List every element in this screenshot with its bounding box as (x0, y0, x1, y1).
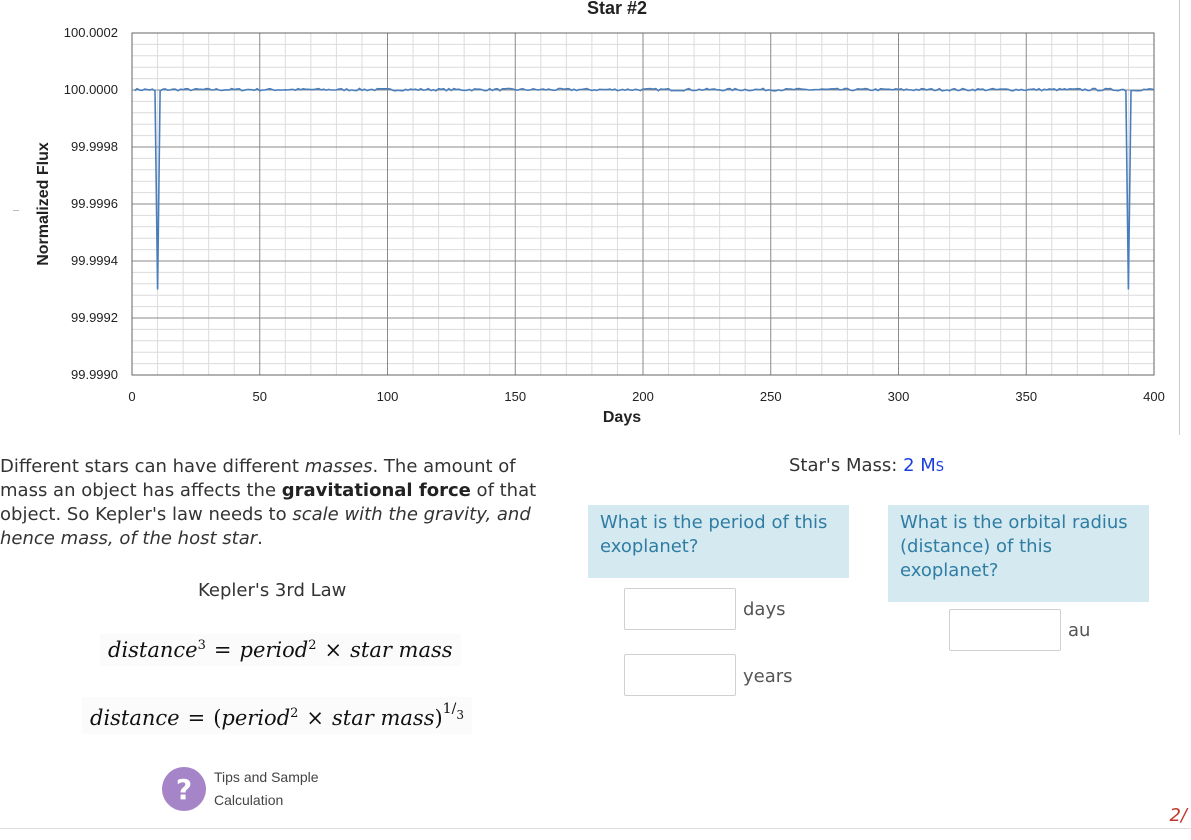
y-tick-label: 99.9992 (71, 310, 118, 325)
flux-series-line (134, 87, 1155, 290)
period-years-input[interactable] (624, 654, 736, 696)
scale-phrase: scale with the gravity, and hence mass, … (0, 504, 531, 549)
question-mark-icon[interactable]: ? (162, 767, 206, 811)
y-axis-label: Normalized Flux (35, 142, 52, 266)
plot-frame (131, 32, 1155, 376)
x-tick-label: 50 (253, 389, 267, 404)
x-tick-label: 100 (377, 389, 399, 404)
x-tick-label: 250 (760, 389, 782, 404)
x-tick-label: 150 (504, 389, 526, 404)
y-tick-label: 100.0000 (64, 82, 118, 97)
y-tick-label: 99.9998 (71, 139, 118, 154)
au-unit: au (1068, 620, 1091, 641)
x-tick-label: 300 (888, 389, 910, 404)
y-tick-label: 99.9990 (71, 367, 118, 382)
period-days-input[interactable] (624, 588, 736, 630)
masses-term: masses (304, 456, 373, 477)
radius-question: What is the orbital radius (distance) of… (888, 505, 1149, 602)
tips-label[interactable]: Tips and Sample Calculation (214, 769, 319, 808)
x-tick-label: 350 (1015, 389, 1037, 404)
flux-chart: 0 50 100 150 200 250 300 350 400 100.0002100.000… (35, 0, 1165, 426)
gravitational-force-term: gravitational force (281, 480, 471, 501)
left-edge-mark (13, 210, 19, 211)
y-axis-ticks: 100.0002 100.0000 99.9998 99.9996 99.9994 99.… (64, 25, 118, 382)
period-question: What is the period of this exoplanet? (588, 505, 849, 578)
chart-title: Star #2 (587, 0, 647, 18)
x-axis-ticks: 0 50 100 150 200 250 300 350 400 (128, 389, 1164, 404)
kepler-formula-cube: distance3 = period2 × star mass (100, 634, 461, 666)
radius-au-input[interactable] (949, 609, 1061, 651)
star-mass-value: 2 MS (903, 455, 945, 476)
tips-link[interactable]: ? Tips and Sample Calculation (162, 766, 344, 812)
page-number: 2/ (1169, 805, 1187, 826)
kepler-formula-root: distance = (period2 × star mass)1/3 (82, 697, 472, 734)
star-mass-label: Star's Mass: (789, 455, 904, 476)
x-tick-label: 0 (128, 389, 135, 404)
lesson-text: Different stars can have different masse… (0, 456, 537, 549)
y-tick-label: 99.9994 (71, 253, 118, 268)
star-mass: Star's Mass: 2 MS (789, 455, 944, 476)
days-unit: days (743, 599, 786, 620)
x-axis-label: Days (603, 409, 641, 426)
x-tick-label: 200 (632, 389, 654, 404)
kepler-law-title: Kepler's 3rd Law (198, 580, 347, 601)
x-tick-label: 400 (1143, 389, 1165, 404)
bottom-rule (0, 828, 1191, 829)
y-tick-label: 99.9996 (71, 196, 118, 211)
right-edge-rule (1179, 0, 1180, 435)
years-unit: years (743, 666, 793, 687)
y-tick-label: 100.0002 (64, 25, 118, 40)
